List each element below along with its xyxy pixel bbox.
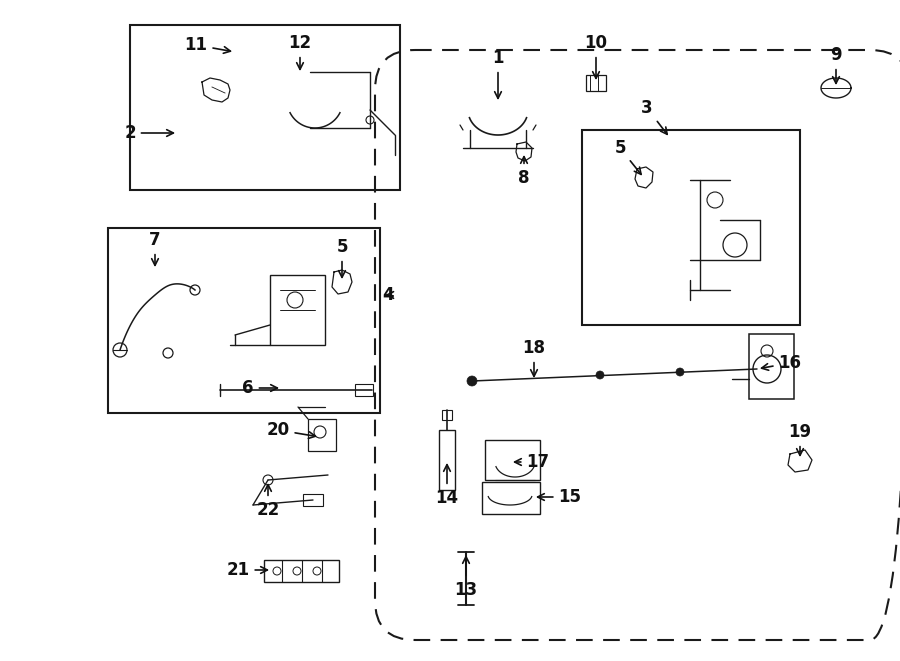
Bar [482, 482, 540, 514]
Text: 19: 19 [788, 423, 812, 455]
Text: 3: 3 [641, 99, 667, 134]
Bar [303, 494, 323, 506]
Bar [355, 384, 373, 396]
Text: 13: 13 [454, 557, 478, 599]
Text: 21: 21 [227, 561, 267, 579]
Bar [442, 410, 452, 420]
Text: 1: 1 [492, 49, 504, 98]
Text: 9: 9 [830, 46, 842, 83]
Text: 16: 16 [761, 354, 802, 372]
Circle shape [676, 368, 684, 376]
Text: 20: 20 [266, 421, 315, 439]
Bar [439, 430, 455, 490]
Text: 14: 14 [436, 465, 459, 507]
Text: 5: 5 [614, 139, 641, 175]
Bar [130, 25, 400, 190]
Text: 18: 18 [523, 339, 545, 376]
Circle shape [467, 376, 477, 386]
Bar [749, 334, 794, 399]
Text: 15: 15 [537, 488, 581, 506]
Text: 4: 4 [382, 286, 394, 304]
Bar [264, 560, 339, 582]
Bar [270, 275, 325, 345]
Text: 8: 8 [518, 157, 530, 187]
Text: 17: 17 [515, 453, 550, 471]
Circle shape [596, 371, 604, 379]
Text: 6: 6 [242, 379, 277, 397]
Text: 11: 11 [184, 36, 230, 54]
Bar [108, 228, 380, 413]
Text: 10: 10 [584, 34, 608, 79]
Bar [308, 419, 336, 451]
Bar [485, 440, 540, 480]
Bar [586, 75, 606, 91]
Text: 2: 2 [124, 124, 174, 142]
Text: 5: 5 [337, 238, 347, 278]
Text: 12: 12 [288, 34, 311, 69]
Text: 7: 7 [149, 231, 161, 265]
Text: 22: 22 [256, 485, 280, 519]
Bar [582, 130, 800, 325]
